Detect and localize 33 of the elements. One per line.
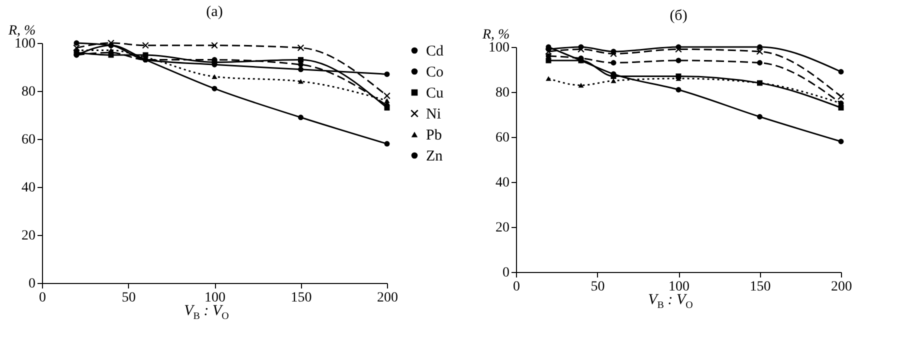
y-tick-label: 20 [22,228,36,244]
chart-title: (б) [670,8,688,24]
x-tick-label: 100 [668,280,690,294]
chart-title: (а) [206,4,223,20]
y-axis-title: R, % [8,24,36,38]
x-tick-label: 0 [39,290,46,306]
y-tick-label: 40 [496,176,510,190]
legend-label: Cd [426,44,444,60]
x-tick-label: 100 [204,290,226,306]
y-tick-label: 40 [22,180,36,196]
y-tick-label: 60 [496,130,510,146]
x-axis-title: V$_{В}$ : V$_{О}$ [184,303,229,322]
legend-label: Pb [426,128,442,144]
y-tick-label: 80 [22,84,36,100]
y-tick-label: 20 [496,220,510,236]
legend-label: Cu [426,86,444,102]
x-tick-label: 150 [750,280,771,294]
legend-label: Co [426,64,444,80]
x-axis-title: V$_{В}$ : V$_{О}$ [648,292,693,311]
y-tick-label: 100 [14,36,36,52]
legend-label: Zn [426,148,444,164]
y-tick-label: 100 [488,40,510,56]
x-tick-label: 200 [831,280,852,294]
x-tick-label: 0 [513,280,520,294]
x-tick-label: 200 [377,290,398,306]
x-tick-label: 150 [290,290,312,306]
y-tick-label: 80 [496,86,510,100]
x-tick-label: 50 [590,280,605,294]
y-axis-title: R, % [482,28,510,42]
legend-label: Ni [426,106,441,122]
x-tick-label: 50 [122,290,136,306]
y-tick-label: 60 [22,132,36,148]
y-tick-label: 0 [502,266,510,280]
